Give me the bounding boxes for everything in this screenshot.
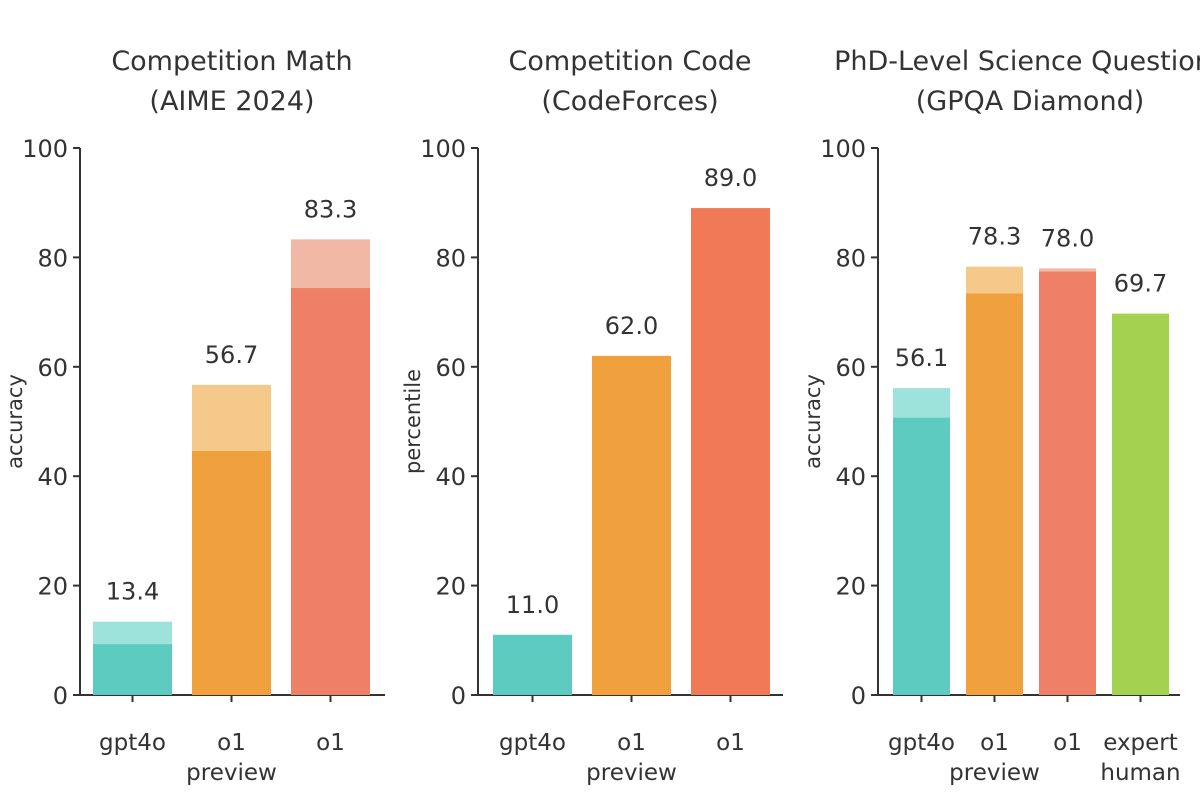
y-axis-label: accuracy <box>3 374 27 469</box>
x-tick-label: o1 <box>217 730 246 756</box>
x-tick-label: gpt4o <box>499 730 566 756</box>
y-tick-label: 0 <box>851 682 866 710</box>
bar-solid-0 <box>893 417 950 695</box>
chart-title: (CodeForces) <box>541 86 718 117</box>
x-tick-label: human <box>1100 760 1180 786</box>
x-tick-label: preview <box>186 760 277 786</box>
chart-title: (GPQA Diamond) <box>916 86 1145 117</box>
y-tick-label: 20 <box>37 573 68 601</box>
y-axis-label: accuracy <box>801 374 825 469</box>
chart-panel-2: Competition Code (CodeForces) percentile 0 2… <box>401 46 783 786</box>
y-tick-label: 100 <box>420 135 466 163</box>
y-tick-label: 40 <box>435 463 466 491</box>
y-axis-label: percentile <box>401 369 425 474</box>
bar-solid-0 <box>493 634 572 695</box>
x-tick-label: o1 <box>316 730 345 756</box>
data-label: 69.7 <box>1114 270 1167 298</box>
y-tick-label: 80 <box>37 244 68 272</box>
data-label: 78.3 <box>968 223 1021 251</box>
chart-title: PhD-Level Science Questions <box>834 46 1200 77</box>
x-tick-label: preview <box>586 760 677 786</box>
data-label: 56.7 <box>205 341 258 369</box>
bar-solid-1 <box>966 293 1023 695</box>
data-label: 78.0 <box>1041 224 1094 252</box>
y-tick-label: 100 <box>820 135 866 163</box>
y-tick-label: 0 <box>53 682 68 710</box>
bar-solid-0 <box>93 644 172 695</box>
x-tick-label: o1 <box>980 730 1009 756</box>
y-tick-label: 20 <box>435 573 466 601</box>
bar-solid-1 <box>192 451 271 695</box>
y-tick-label: 0 <box>451 682 466 710</box>
x-tick-label: o1 <box>617 730 646 756</box>
bar-solid-2 <box>691 208 770 696</box>
chart-panel-3: PhD-Level Science Questions (GPQA Diamond… <box>801 46 1200 786</box>
y-tick-label: 100 <box>22 135 68 163</box>
x-tick-label: expert <box>1103 730 1178 756</box>
chart-panel-1: Competition Math (AIME 2024) accuracy 0 20 40… <box>3 46 385 786</box>
bar-solid-2 <box>291 288 370 695</box>
x-tick-label: o1 <box>716 730 745 756</box>
data-label: 89.0 <box>704 164 757 192</box>
bar-solid-3 <box>1112 313 1169 695</box>
y-tick-label: 60 <box>835 354 866 382</box>
data-label: 83.3 <box>304 195 357 223</box>
x-tick-label: gpt4o <box>99 730 166 756</box>
y-tick-label: 80 <box>435 244 466 272</box>
data-label: 56.1 <box>895 344 948 372</box>
bar-solid-2 <box>1039 271 1096 695</box>
y-tick-label: 80 <box>835 244 866 272</box>
chart-title: Competition Code <box>509 46 752 77</box>
y-tick-label: 40 <box>37 463 68 491</box>
y-tick-label: 60 <box>435 354 466 382</box>
x-tick-label: o1 <box>1053 730 1082 756</box>
x-tick-label: gpt4o <box>888 730 955 756</box>
data-label: 11.0 <box>506 591 559 619</box>
x-tick-label: preview <box>949 760 1040 786</box>
chart-title: (AIME 2024) <box>149 86 314 117</box>
data-label: 13.4 <box>106 578 159 606</box>
bar-solid-1 <box>592 355 671 695</box>
y-tick-label: 60 <box>37 354 68 382</box>
data-label: 62.0 <box>605 312 658 340</box>
y-tick-label: 20 <box>835 573 866 601</box>
chart-title: Competition Math <box>111 46 352 77</box>
y-tick-label: 40 <box>835 463 866 491</box>
